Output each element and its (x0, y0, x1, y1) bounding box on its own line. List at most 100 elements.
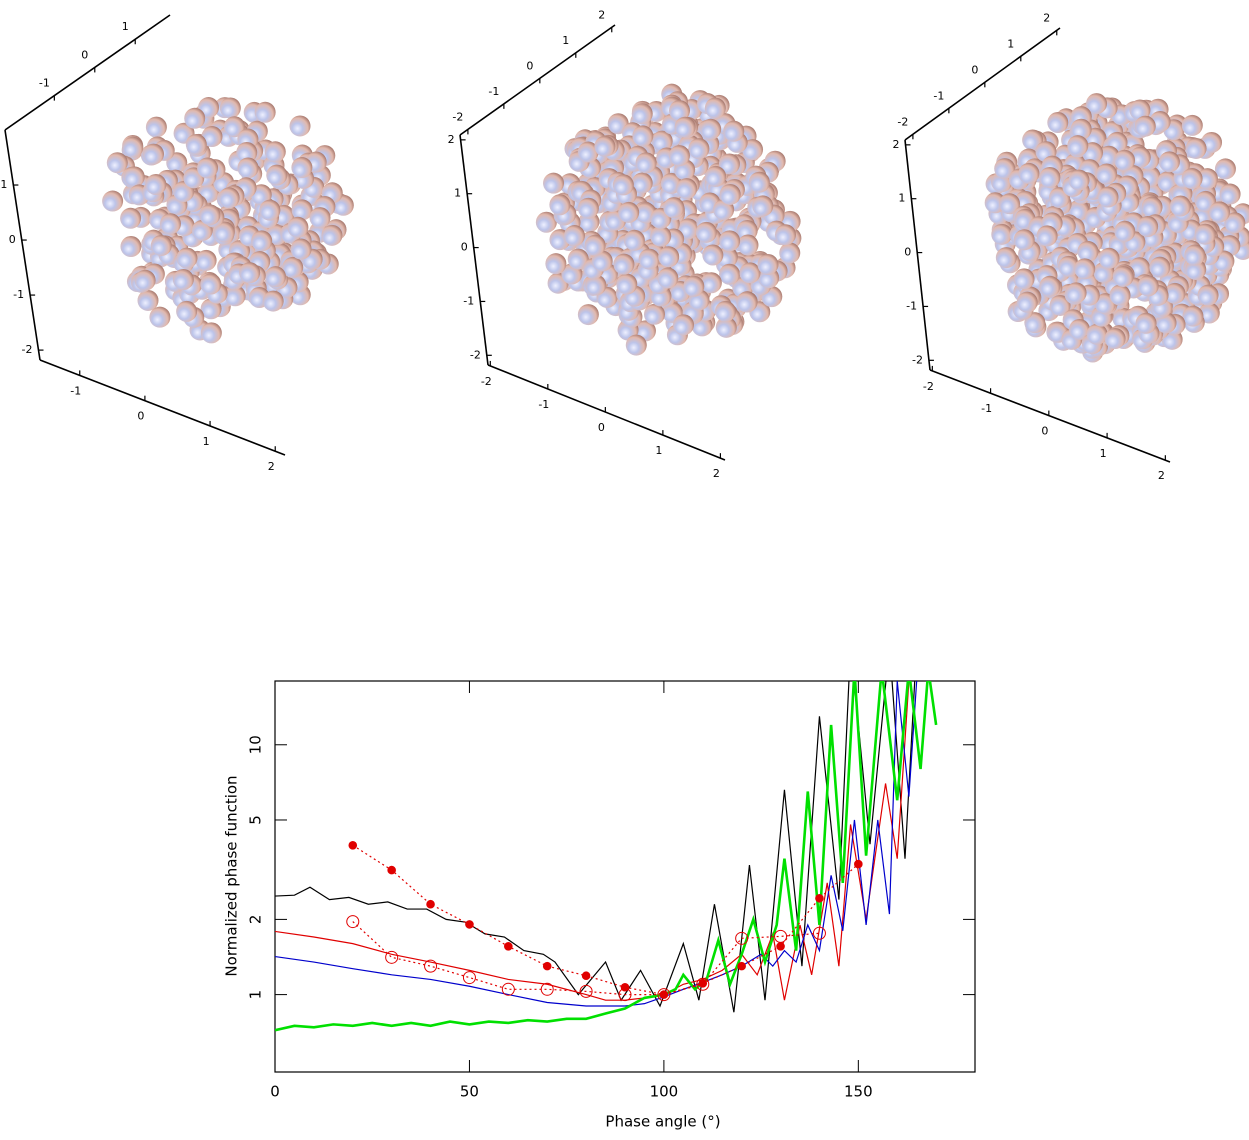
sphere (677, 218, 699, 240)
sphere (1181, 114, 1203, 136)
sphere (172, 269, 194, 291)
tick-label: -1 (933, 89, 944, 102)
sphere (651, 130, 673, 152)
sphere (1158, 151, 1180, 173)
sphere (145, 173, 167, 195)
tick-label: -1 (39, 77, 50, 90)
sphere (1086, 93, 1108, 115)
sphere (612, 174, 634, 196)
sphere (736, 291, 758, 313)
sphere (635, 152, 657, 174)
tick-label: 0 (461, 241, 468, 254)
sphere (200, 273, 222, 295)
sphere (1013, 229, 1035, 251)
sphere (549, 194, 571, 216)
data-point (774, 929, 788, 943)
sphere (1135, 312, 1157, 334)
data-point (696, 977, 710, 991)
connector-line (352, 844, 859, 996)
sphere (1086, 323, 1108, 345)
sphere (195, 249, 217, 271)
sphere (623, 229, 645, 251)
sphere (1198, 302, 1220, 324)
sphere (585, 274, 607, 296)
sphere (658, 246, 680, 268)
sphere (1096, 163, 1118, 185)
sphere (631, 103, 653, 125)
sphere (262, 290, 284, 312)
sphere (1058, 255, 1080, 277)
sphere (1169, 195, 1191, 217)
data-point (346, 915, 360, 929)
sphere (199, 204, 221, 226)
sphere (218, 187, 240, 209)
sphere (137, 289, 159, 311)
sphere (1164, 282, 1186, 304)
data-point (462, 971, 476, 985)
data-point (581, 971, 591, 981)
sphere (290, 238, 312, 260)
tick-label: 0 (1041, 425, 1048, 438)
data-point (618, 988, 632, 1002)
sphere (122, 136, 144, 158)
tick-label: -1 (70, 384, 81, 397)
sphere (702, 244, 724, 266)
sphere (673, 314, 695, 336)
tick-label: -2 (22, 343, 33, 356)
tick-label: -1 (13, 288, 24, 301)
sphere (700, 118, 722, 140)
tick-label: 1 (1007, 37, 1014, 50)
sphere (1097, 186, 1119, 208)
sphere (695, 221, 717, 243)
axis-line (487, 364, 726, 461)
sphere (1129, 99, 1151, 121)
sphere (120, 235, 142, 257)
sphere (1185, 137, 1207, 159)
sphere (236, 141, 258, 163)
data-point (698, 978, 708, 988)
sphere (638, 248, 660, 270)
tick-label: 2 (1043, 11, 1050, 24)
tick-label: 0 (81, 48, 88, 61)
tick-label: 0 (904, 246, 911, 259)
sphere (1098, 247, 1120, 269)
sphere (1129, 146, 1151, 168)
axis-line (4, 14, 171, 131)
tick-label: -2 (897, 115, 908, 128)
tick-label: 1 (655, 444, 662, 457)
sphere (266, 164, 288, 186)
y-tick-label: 1 (247, 990, 265, 1000)
data-point (348, 840, 358, 850)
tick-label: -2 (481, 375, 492, 388)
connector-line (352, 921, 820, 996)
sphere (223, 116, 245, 138)
sphere (719, 263, 741, 285)
sphere (237, 157, 259, 179)
sphere (282, 256, 304, 278)
sphere (663, 197, 685, 219)
data-point (540, 982, 554, 996)
sphere (184, 107, 206, 129)
sphere (143, 143, 165, 165)
sphere (613, 253, 635, 275)
tick-label: 1 (898, 192, 905, 205)
sphere (287, 216, 309, 238)
sphere (704, 97, 726, 119)
sphere (291, 157, 313, 179)
data-point (737, 961, 746, 971)
sphere-cluster (102, 97, 354, 344)
sphere (1219, 183, 1241, 205)
sphere (1114, 220, 1136, 242)
tick-label: -2 (470, 348, 481, 361)
sphere (779, 242, 801, 264)
tick-label: 2 (893, 138, 900, 151)
sphere (102, 190, 124, 212)
y-tick-label: 5 (247, 815, 265, 825)
sphere (752, 195, 774, 217)
sphere (1181, 168, 1203, 190)
sphere (584, 234, 606, 256)
sphere (1049, 294, 1071, 316)
sphere (718, 153, 740, 175)
sphere (197, 157, 219, 179)
data-point (387, 865, 396, 875)
